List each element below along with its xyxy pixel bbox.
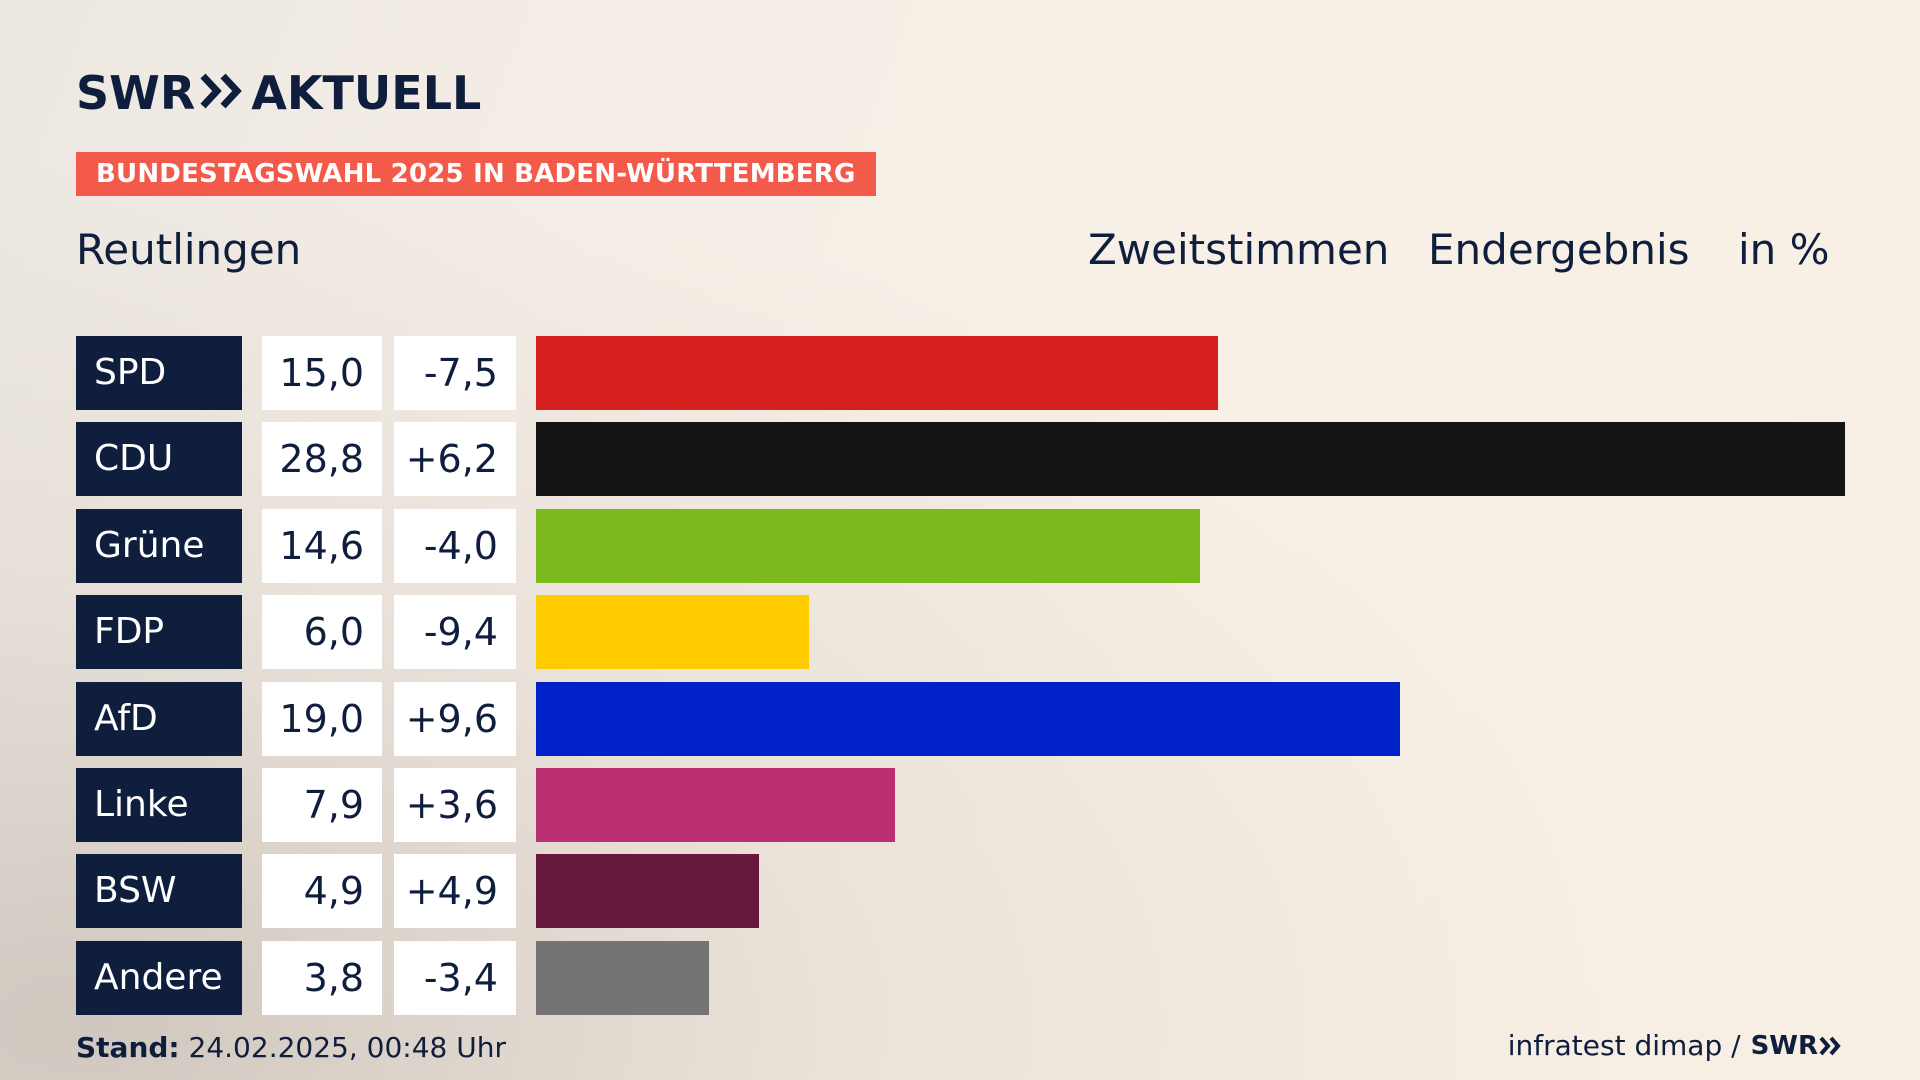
election-banner: BUNDESTAGSWAHL 2025 IN BADEN-WÜRTTEMBERG [76,152,876,196]
change-label: -3,4 [394,941,516,1015]
party-label: FDP [76,595,242,669]
vote-share-label: 3,8 [262,941,382,1015]
source-credit: infratest dimap / SWR [1508,1028,1844,1064]
vote-share-label: 7,9 [262,768,382,842]
change-label: -7,5 [394,336,516,410]
stand-label: Stand: [76,1031,180,1064]
vote-share-bar [536,854,759,928]
change-label: +4,9 [394,854,516,928]
swr-aktuell-logo: SWR AKTUELL [76,68,481,118]
vote-share-bar [536,422,1845,496]
source-text: infratest dimap / [1507,1029,1741,1062]
vote-share-bar [536,941,709,1015]
timestamp: Stand: 24.02.2025, 00:48 Uhr [76,1030,506,1066]
vote-share-label: 19,0 [262,682,382,756]
vote-share-label: 4,9 [262,854,382,928]
header-unit: in % [1738,225,1830,274]
party-label: CDU [76,422,242,496]
mini-logo-text: SWR [1750,1031,1818,1061]
vote-share-label: 15,0 [262,336,382,410]
party-label: Grüne [76,509,242,583]
swr-mini-logo: SWR [1751,1028,1844,1064]
region-title: Reutlingen [76,225,302,274]
vote-share-label: 6,0 [262,595,382,669]
change-label: +3,6 [394,768,516,842]
party-label: AfD [76,682,242,756]
header-status: Endergebnis [1428,225,1690,274]
party-label: BSW [76,854,242,928]
header-vote-type: Zweitstimmen [1088,225,1390,274]
party-label: Linke [76,768,242,842]
party-label: Andere [76,941,242,1015]
logo-aktuell-text: AKTUELL [251,66,482,120]
stand-value: 24.02.2025, 00:48 Uhr [188,1031,506,1064]
vote-share-bar [536,509,1200,583]
vote-share-label: 14,6 [262,509,382,583]
change-label: +6,2 [394,422,516,496]
change-label: -4,0 [394,509,516,583]
change-label: +9,6 [394,682,516,756]
vote-share-label: 28,8 [262,422,382,496]
vote-share-bar [536,682,1400,756]
mini-double-chevron-icon [1819,1036,1841,1056]
vote-share-bar [536,595,809,669]
vote-share-bar [536,336,1218,410]
vote-share-bar [536,768,895,842]
double-chevron-icon [199,71,245,115]
change-label: -9,4 [394,595,516,669]
party-label: SPD [76,336,242,410]
logo-swr-text: SWR [76,66,196,120]
